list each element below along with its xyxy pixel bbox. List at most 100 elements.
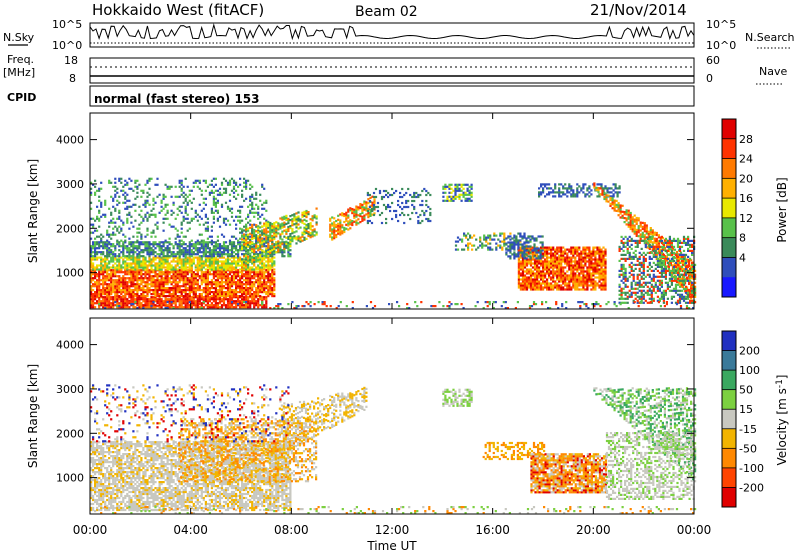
power-cell — [259, 285, 262, 288]
power-cell — [128, 249, 131, 252]
power-cell — [267, 254, 270, 257]
power-cell — [134, 179, 137, 182]
power-cell — [590, 258, 593, 261]
power-cell — [255, 268, 258, 271]
power-cell — [166, 295, 169, 298]
power-cell — [102, 271, 105, 274]
power-cell — [243, 296, 246, 299]
power-cell — [198, 255, 201, 258]
power-cell — [220, 268, 224, 271]
power-cell — [487, 248, 490, 251]
power-cell — [592, 246, 595, 249]
power-cell — [150, 283, 153, 286]
power-cell — [586, 284, 589, 287]
power-cell — [222, 266, 226, 269]
power-cell — [301, 213, 304, 216]
power-cell — [531, 266, 535, 269]
power-cell — [200, 302, 203, 305]
power-cell — [590, 288, 593, 291]
power-cell — [538, 270, 541, 273]
power-cell — [128, 211, 131, 214]
power-cell — [245, 238, 248, 241]
power-cell — [380, 195, 384, 199]
power-cell — [160, 205, 163, 208]
power-cell — [255, 224, 258, 227]
power-cell — [556, 246, 559, 249]
power-cell — [114, 285, 117, 288]
power-cell — [224, 249, 228, 252]
power-cell — [136, 227, 139, 230]
power-cell — [295, 226, 298, 229]
power-cell — [259, 291, 262, 294]
power-cell — [592, 270, 595, 273]
power-cell — [212, 215, 215, 218]
power-cell — [96, 258, 99, 261]
power-cell — [132, 289, 135, 292]
power-cell — [216, 285, 219, 288]
power-cell — [184, 260, 187, 263]
power-cell — [230, 243, 234, 246]
power-cell — [214, 177, 217, 180]
power-cell — [604, 264, 607, 267]
power-cell — [220, 295, 224, 298]
power-cell — [100, 205, 103, 208]
power-cell — [558, 262, 561, 265]
power-cell — [562, 276, 565, 279]
power-cell — [347, 210, 350, 213]
power-cell — [529, 248, 533, 251]
power-cell — [529, 238, 532, 241]
power-cell — [150, 302, 153, 305]
power-cell — [208, 260, 211, 263]
power-cell — [198, 187, 201, 190]
power-cell — [265, 225, 268, 228]
power-cell — [285, 240, 288, 243]
power-cell — [122, 300, 125, 303]
power-cell — [538, 248, 541, 251]
power-cell — [172, 295, 175, 298]
power-cell — [186, 293, 189, 296]
power-cell — [198, 215, 201, 218]
power-cell — [110, 251, 113, 254]
power-cell — [355, 223, 358, 226]
power-cell — [255, 291, 258, 294]
power-cell — [178, 243, 181, 246]
power-cell — [214, 249, 217, 252]
power-cell — [168, 287, 171, 290]
power-cell — [110, 237, 113, 240]
power-cell — [263, 222, 266, 225]
power-cell — [239, 243, 242, 246]
power-cell — [222, 264, 226, 267]
power-cell — [230, 293, 234, 296]
power-cell — [281, 222, 284, 225]
power-cell — [210, 287, 213, 290]
power-cell — [146, 229, 149, 232]
power-cell — [281, 241, 284, 244]
power-cell — [253, 298, 256, 301]
power-cell — [467, 246, 470, 249]
power-cell — [560, 246, 563, 249]
power-cell — [196, 271, 199, 274]
power-cell — [180, 304, 183, 307]
power-cell — [168, 277, 171, 280]
power-cell — [243, 258, 246, 261]
power-cell — [598, 258, 601, 261]
power-cell — [259, 199, 262, 202]
power-cell — [198, 179, 201, 182]
power-cell — [188, 304, 191, 307]
power-cell — [230, 281, 234, 284]
power-cell — [200, 289, 203, 292]
power-cell — [241, 241, 244, 244]
power-cell — [450, 197, 453, 200]
power-cell — [521, 256, 525, 259]
power-cell — [255, 293, 258, 296]
power-cell — [598, 260, 601, 263]
power-cell — [349, 223, 352, 226]
power-cell — [172, 203, 175, 206]
power-cell — [305, 237, 308, 240]
power-cell — [578, 256, 581, 259]
power-cell — [218, 256, 222, 259]
power-cell — [255, 234, 258, 237]
power-cell — [212, 258, 215, 261]
power-cell — [192, 273, 195, 276]
power-cell — [142, 289, 145, 292]
